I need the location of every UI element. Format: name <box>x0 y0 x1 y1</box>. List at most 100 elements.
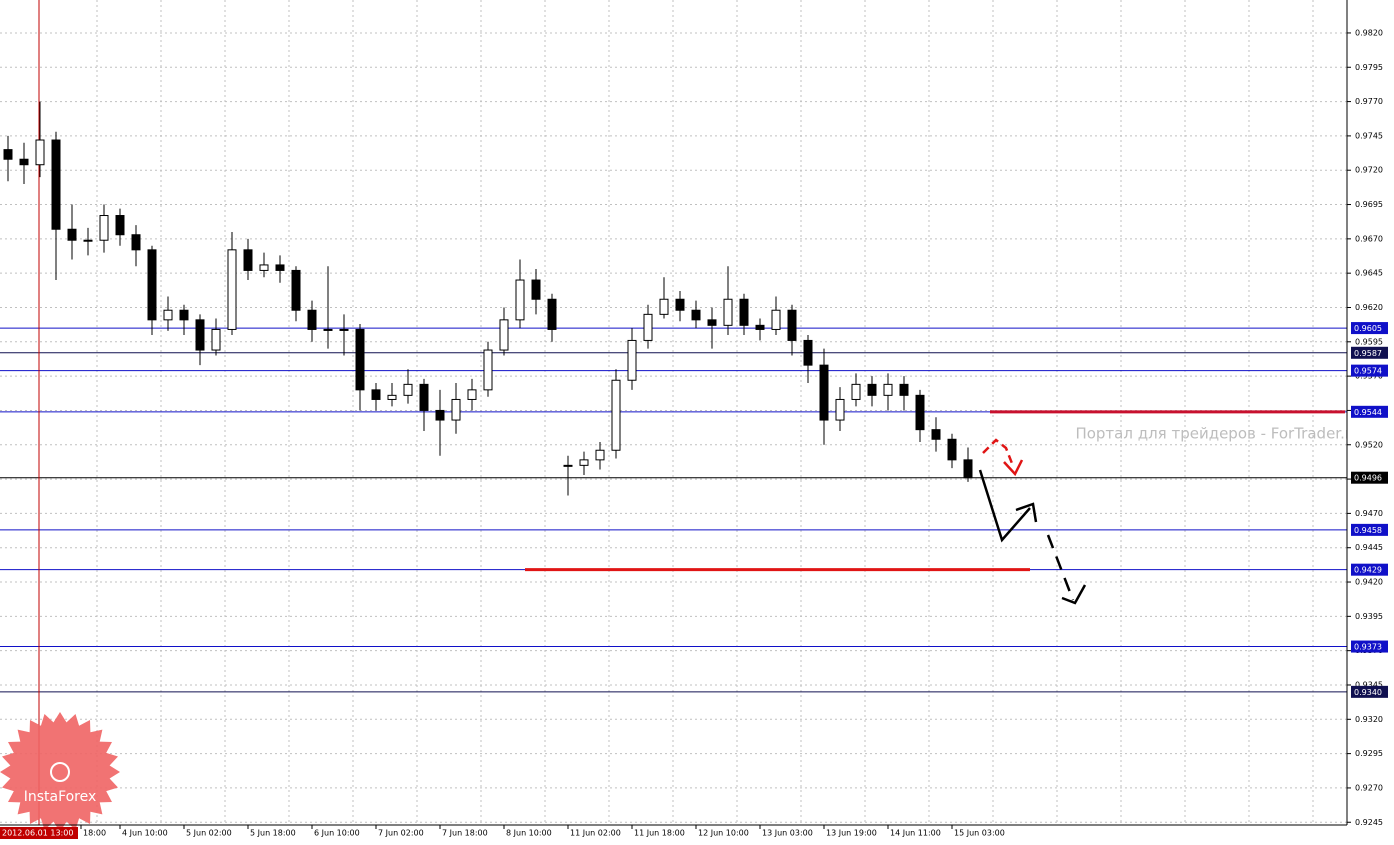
candle-body <box>195 319 205 351</box>
y-tick-label: 0.9745 <box>1355 131 1383 140</box>
candle-body <box>67 228 77 241</box>
candle-body <box>963 459 973 479</box>
level-label-box <box>1351 685 1388 698</box>
candle-body <box>179 309 189 321</box>
candle-body <box>35 139 45 166</box>
candle-body <box>707 319 717 326</box>
cursor-label-box <box>0 827 78 839</box>
candle-body <box>483 349 493 391</box>
level-label-box <box>1351 405 1388 418</box>
level-label: 0.9574 <box>1354 367 1382 376</box>
level-label-box <box>1351 471 1388 484</box>
level-label-box <box>1351 346 1388 359</box>
candle-body <box>595 449 605 461</box>
candle-body <box>243 249 253 271</box>
candle-body <box>371 389 381 400</box>
forecast <box>978 438 1087 605</box>
level-label-box <box>1351 563 1388 576</box>
candle-body <box>771 309 781 330</box>
cursor-label: 2012.06.01 13:00 <box>2 829 73 838</box>
level-label: 0.9544 <box>1354 408 1382 417</box>
y-tick-label: 0.9620 <box>1355 303 1383 312</box>
y-tick-label: 0.9770 <box>1355 97 1383 106</box>
candle-body <box>19 158 29 166</box>
candle-body <box>131 234 141 251</box>
candle-body <box>3 149 13 160</box>
y-tick-label: 0.9270 <box>1355 783 1383 792</box>
x-tick-label: 7 Jun 18:00 <box>442 829 488 838</box>
y-tick-label: 0.9395 <box>1355 612 1383 621</box>
candle-body <box>851 383 861 400</box>
x-tick-label: 12 Jun 10:00 <box>698 829 749 838</box>
y-tick-label: 0.9420 <box>1355 578 1383 587</box>
candle-body <box>675 298 685 311</box>
candle-body <box>547 298 557 330</box>
y-tick-label: 0.9795 <box>1355 63 1383 72</box>
y-tick-label: 0.9820 <box>1355 28 1383 37</box>
y-tick-label: 0.9445 <box>1355 543 1383 552</box>
candle-body <box>467 389 477 400</box>
y-tick-label: 0.9645 <box>1355 269 1383 278</box>
x-tick-label: 15 Jun 03:00 <box>954 829 1005 838</box>
candle-body <box>83 239 93 242</box>
y-tick-label: 0.9720 <box>1355 166 1383 175</box>
candle-body <box>819 364 829 421</box>
forecast-path <box>1046 534 1075 601</box>
level-label-box <box>1351 523 1388 536</box>
candle-body <box>659 298 669 315</box>
alt-forecast-arrow <box>1003 459 1024 477</box>
candle-body <box>803 339 813 366</box>
x-tick-label: 11 Jun 18:00 <box>634 829 685 838</box>
candle-body <box>499 319 509 351</box>
candle-body <box>931 429 941 440</box>
y-tick-label: 0.9295 <box>1355 749 1383 758</box>
axes: 0.9820 0.9795 0.9770 0.9745 0.9720 0.9695 0.96… <box>0 28 1388 839</box>
candle-body <box>259 264 269 271</box>
level-label-box <box>1351 364 1388 377</box>
x-tick-label: 5 Jun 02:00 <box>186 829 232 838</box>
logo: InstaForex <box>0 712 120 832</box>
x-tick-label: 4 Jun 10:00 <box>122 829 168 838</box>
candle-body <box>899 383 909 396</box>
candle-body <box>387 394 397 400</box>
candle-body <box>291 269 301 311</box>
candle-body <box>643 313 653 341</box>
x-tick-label: 8 Jun 10:00 <box>506 829 552 838</box>
level-label: 0.9605 <box>1354 324 1382 333</box>
candle-body <box>403 383 413 396</box>
forecast-arrow <box>1061 584 1087 605</box>
candle-body <box>755 324 765 330</box>
y-tick-label: 0.9520 <box>1355 440 1383 449</box>
candle-body <box>227 249 237 330</box>
candle-body <box>419 383 429 411</box>
candle-body <box>579 459 589 466</box>
level-label-box <box>1351 322 1388 335</box>
level-label-box <box>1351 640 1388 653</box>
x-tick-label: 6 Jun 10:00 <box>314 829 360 838</box>
x-tick-label: 11 Jun 02:00 <box>570 829 621 838</box>
y-axis-area <box>1347 0 1394 845</box>
level-label: 0.9429 <box>1354 566 1382 575</box>
y-tick-label: 0.9345 <box>1355 680 1383 689</box>
y-tick-label: 0.9670 <box>1355 234 1383 243</box>
candle-body <box>883 383 893 396</box>
x-tick-label: 18:00 <box>83 829 106 838</box>
candles <box>3 101 973 496</box>
candle-body <box>115 215 125 236</box>
candle-body <box>739 298 749 326</box>
candle-body <box>627 339 637 381</box>
candle-body <box>275 264 285 271</box>
x-tick-label: 14 Jun 11:00 <box>890 829 941 838</box>
candle-body <box>867 383 877 396</box>
alt-forecast-path <box>982 438 1015 467</box>
x-tick-label: 13 Jun 03:00 <box>762 829 813 838</box>
candle-body <box>51 139 61 230</box>
y-tick-label: 0.9695 <box>1355 200 1383 209</box>
candle-body <box>323 328 333 331</box>
level-label: 0.9340 <box>1354 688 1382 697</box>
candle-body <box>515 279 525 321</box>
candle-body <box>211 328 221 351</box>
